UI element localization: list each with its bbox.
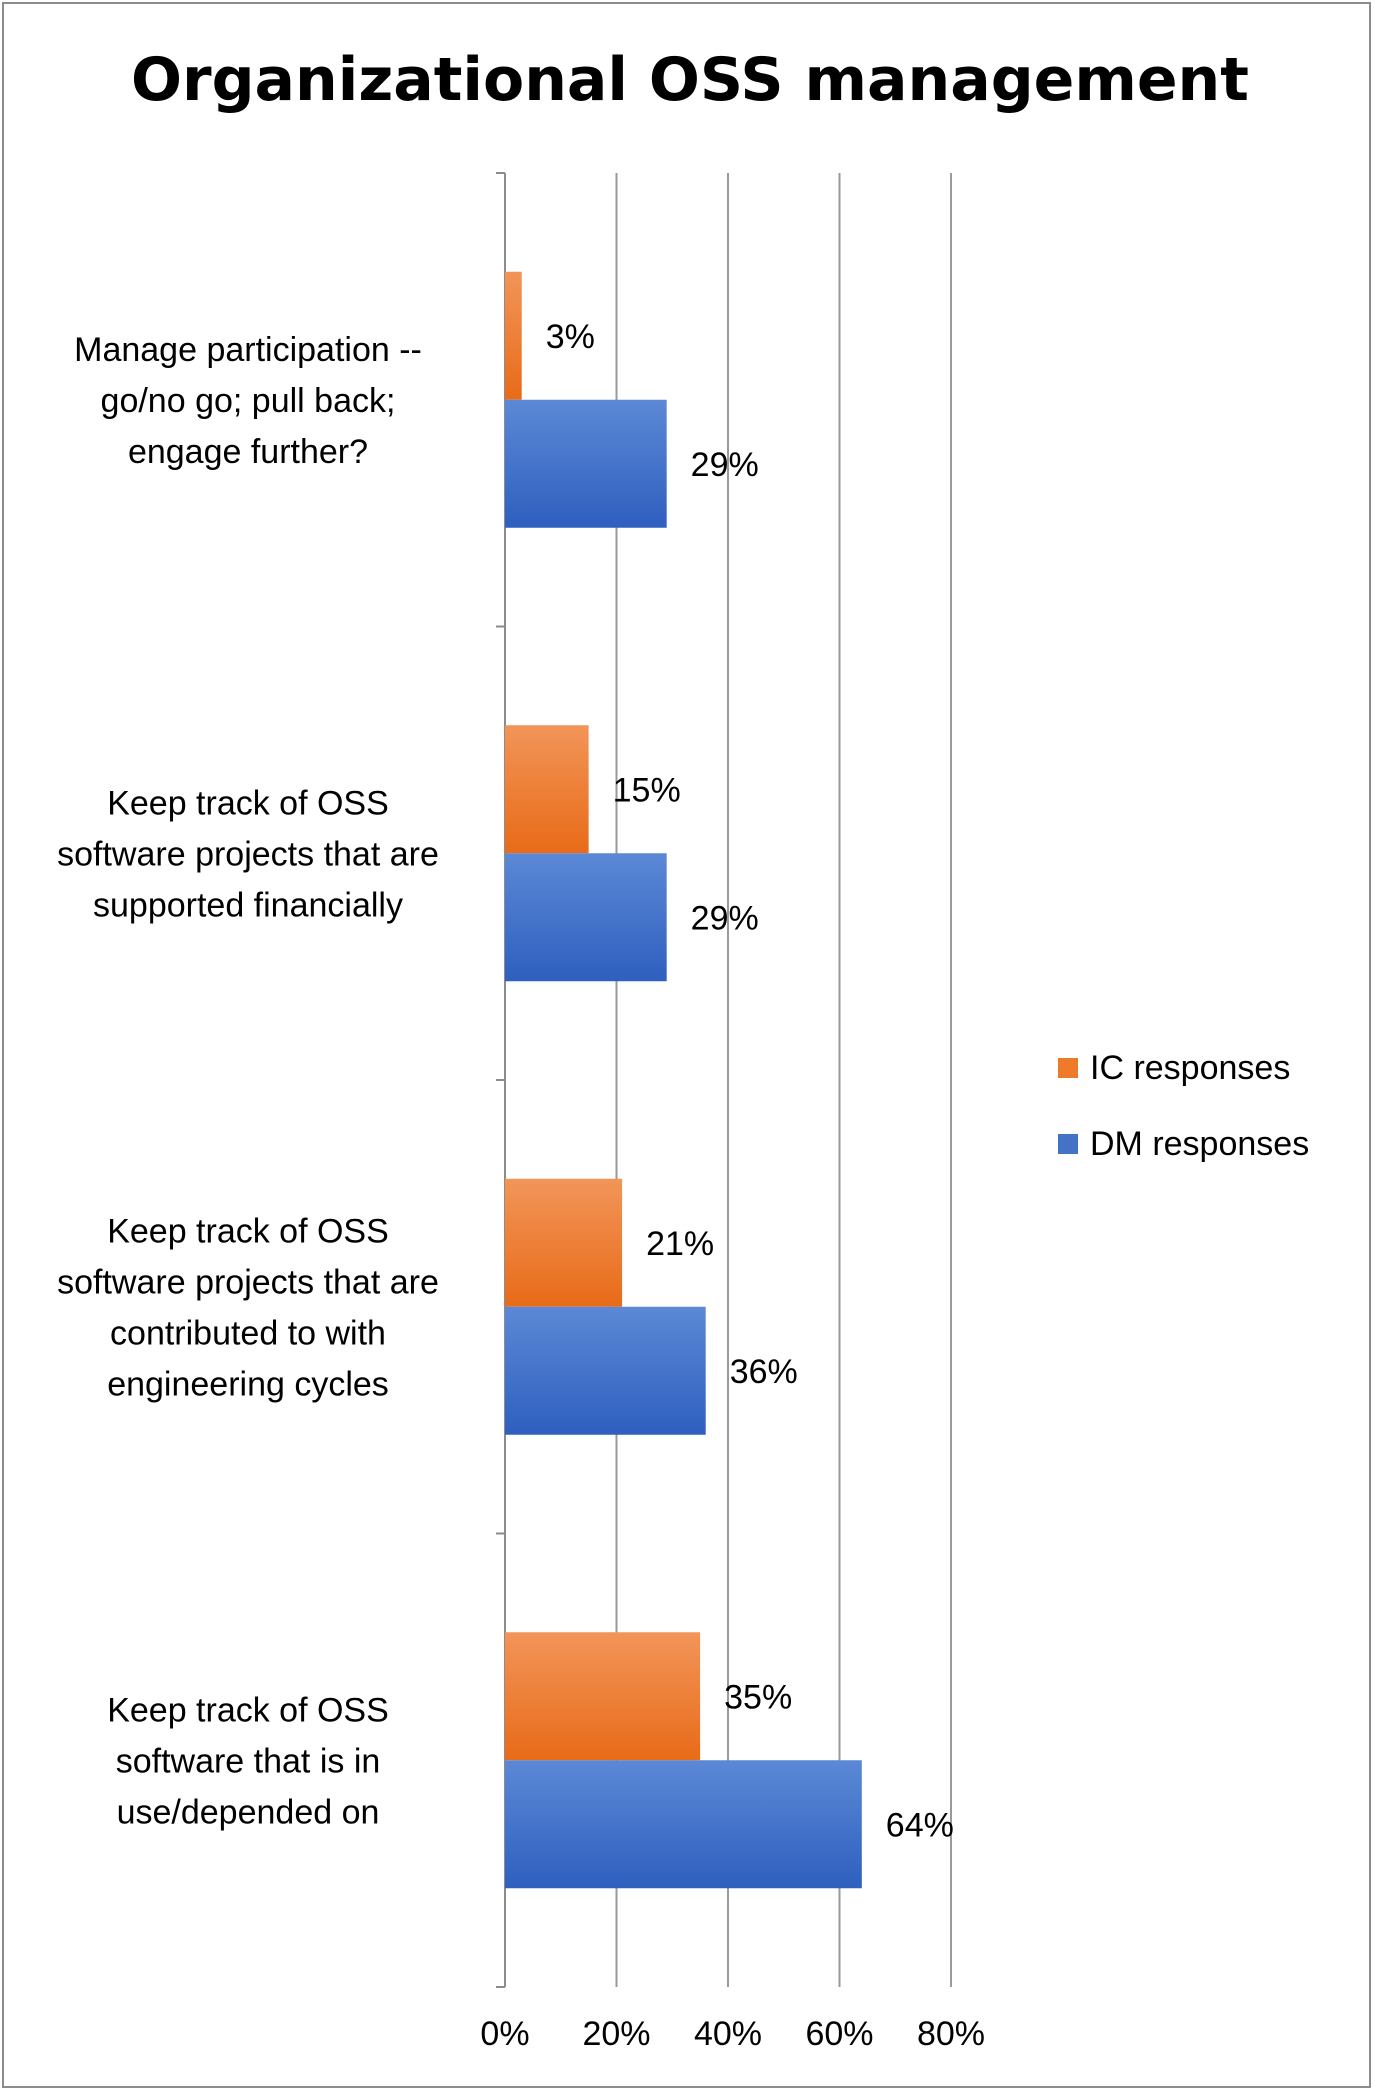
category-label-line: engage further? <box>128 433 368 471</box>
bar-dm <box>505 399 667 528</box>
category-label-line: software projects that are <box>57 835 439 873</box>
category-label-line: Keep track of OSS <box>107 1212 389 1250</box>
category-label: Manage participation -- go/no go; pull ba… <box>74 331 422 471</box>
data-label: 64% <box>886 1806 954 1844</box>
category-label-line: software that is in <box>116 1742 381 1780</box>
legend: IC responses DM responses <box>1058 1049 1309 1163</box>
category-label-line: engineering cycles <box>107 1365 389 1403</box>
category-label-line: go/no go; pull back; <box>101 382 396 420</box>
bar-ic <box>505 271 522 400</box>
data-label: 21% <box>646 1225 714 1263</box>
bar-ic <box>505 1178 623 1307</box>
legend-swatch <box>1058 1058 1078 1078</box>
legend-label: IC responses <box>1090 1049 1290 1087</box>
data-label: 36% <box>730 1353 798 1391</box>
bar-ic <box>505 725 589 854</box>
bar-dm <box>505 853 667 982</box>
legend-swatch <box>1058 1134 1078 1154</box>
data-label: 29% <box>691 446 759 484</box>
category-label-line: Manage participation -- <box>74 331 422 369</box>
x-tick-label: 60% <box>805 2015 873 2053</box>
data-label: 3% <box>546 318 595 356</box>
x-tick-label: 80% <box>917 2015 985 2053</box>
data-label: 29% <box>691 899 759 937</box>
bar-dm <box>505 1306 706 1435</box>
category-label: Keep track of OSS software projects that … <box>57 1212 439 1403</box>
category-label-line: Keep track of OSS <box>107 784 389 822</box>
category-label-line: use/depended on <box>117 1793 380 1831</box>
category-label: Keep track of OSS software that is in use/… <box>107 1691 389 1831</box>
x-tick-label: 0% <box>480 2015 529 2053</box>
data-label: 35% <box>724 1678 792 1716</box>
legend-label: DM responses <box>1090 1125 1309 1163</box>
chart-title: Organizational OSS management <box>131 45 1249 115</box>
category-label: Keep track of OSS software projects that … <box>57 784 439 924</box>
category-label-line: software projects that are <box>57 1263 439 1301</box>
bar-ic <box>505 1632 701 1761</box>
category-label-line: Keep track of OSS <box>107 1691 389 1729</box>
x-tick-label: 40% <box>694 2015 762 2053</box>
category-label-line: contributed to with <box>110 1314 386 1352</box>
category-label-line: supported financially <box>93 886 403 924</box>
bar-dm <box>505 1760 862 1889</box>
x-tick-label: 20% <box>582 2015 650 2053</box>
plot-area: 0% 20% 40% 60% 80% 3% 29% Manage participation … <box>57 172 985 2053</box>
data-label: 15% <box>613 771 681 809</box>
